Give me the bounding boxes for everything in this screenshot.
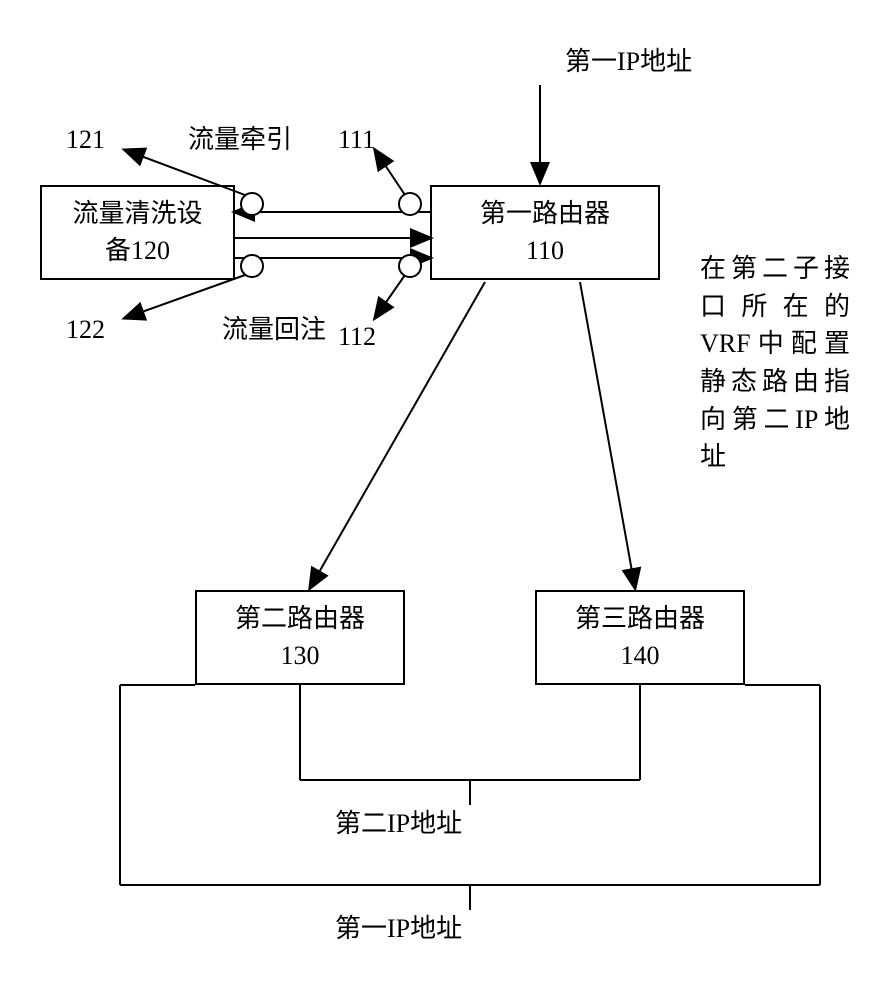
router2-box: 第二路由器 130 bbox=[195, 590, 405, 685]
router3-line1: 第三路由器 bbox=[575, 601, 705, 637]
router3-box: 第三路由器 140 bbox=[535, 590, 745, 685]
lead111 bbox=[375, 150, 405, 195]
side-note: 在第二子接口所在的VRF中配置静态路由指向第二IP地址 bbox=[700, 250, 850, 476]
router1-line2: 110 bbox=[526, 233, 564, 269]
c111 bbox=[399, 193, 421, 215]
r1-to-r2 bbox=[310, 282, 485, 588]
scrubber-line2: 备120 bbox=[105, 233, 170, 269]
label-121: 121 bbox=[66, 123, 105, 157]
c122 bbox=[241, 255, 263, 277]
r1-to-r3 bbox=[580, 282, 635, 588]
label-112: 112 bbox=[338, 320, 376, 354]
label-111: 111 bbox=[338, 123, 375, 157]
scrubber-line1: 流量清洗设 bbox=[72, 196, 202, 232]
router1-line1: 第一路由器 bbox=[480, 196, 610, 232]
c112 bbox=[399, 255, 421, 277]
label-ip1-bottom: 第一IP地址 bbox=[335, 912, 462, 946]
router2-line1: 第二路由器 bbox=[235, 601, 365, 637]
label-traffic-pull: 流量牵引 bbox=[188, 123, 292, 157]
diagram-svg bbox=[0, 0, 877, 1000]
router3-line2: 140 bbox=[621, 638, 660, 674]
label-traffic-return: 流量回注 bbox=[222, 313, 326, 347]
lead122 bbox=[125, 275, 245, 318]
label-ip2: 第二IP地址 bbox=[335, 807, 462, 841]
label-122: 122 bbox=[66, 313, 105, 347]
label-ip1-top: 第一IP地址 bbox=[565, 45, 692, 79]
router1-box: 第一路由器 110 bbox=[430, 185, 660, 280]
c121 bbox=[241, 193, 263, 215]
lead112 bbox=[375, 275, 405, 318]
scrubber-box: 流量清洗设 备120 bbox=[40, 185, 235, 280]
router2-line2: 130 bbox=[281, 638, 320, 674]
